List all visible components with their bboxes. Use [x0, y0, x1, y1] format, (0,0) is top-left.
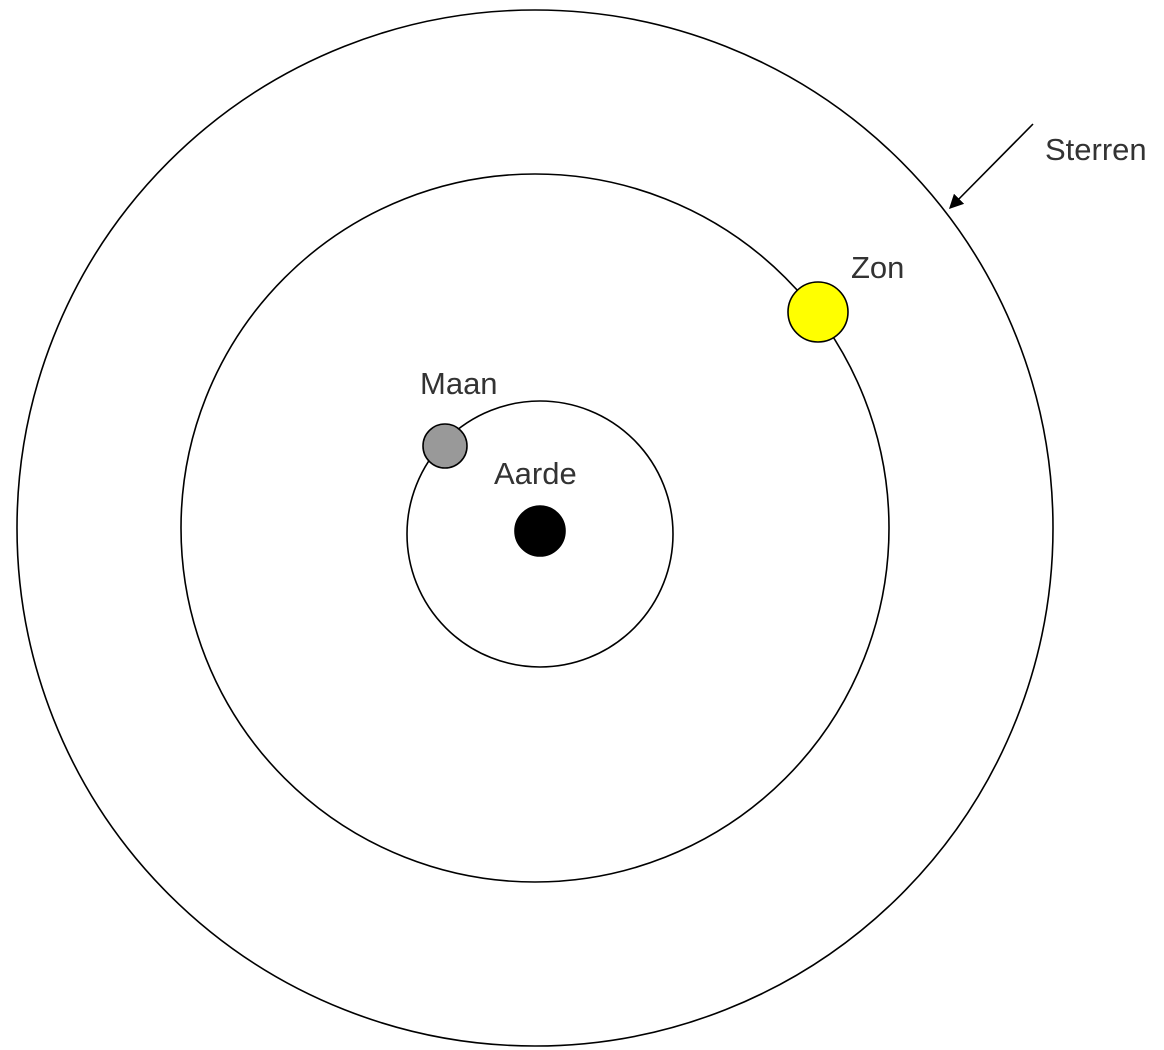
earth-label: Aarde [494, 456, 577, 491]
moon-orbit [406, 400, 674, 668]
sun-label: Zon [851, 250, 904, 285]
stars-sphere [16, 9, 1054, 1047]
earth [514, 505, 566, 557]
stars-label: Sterren [1045, 132, 1147, 167]
moon-label: Maan [420, 366, 498, 401]
arrow-icon [948, 123, 1034, 210]
sun-orbit [180, 173, 890, 883]
moon [422, 423, 468, 469]
sun [787, 281, 849, 343]
